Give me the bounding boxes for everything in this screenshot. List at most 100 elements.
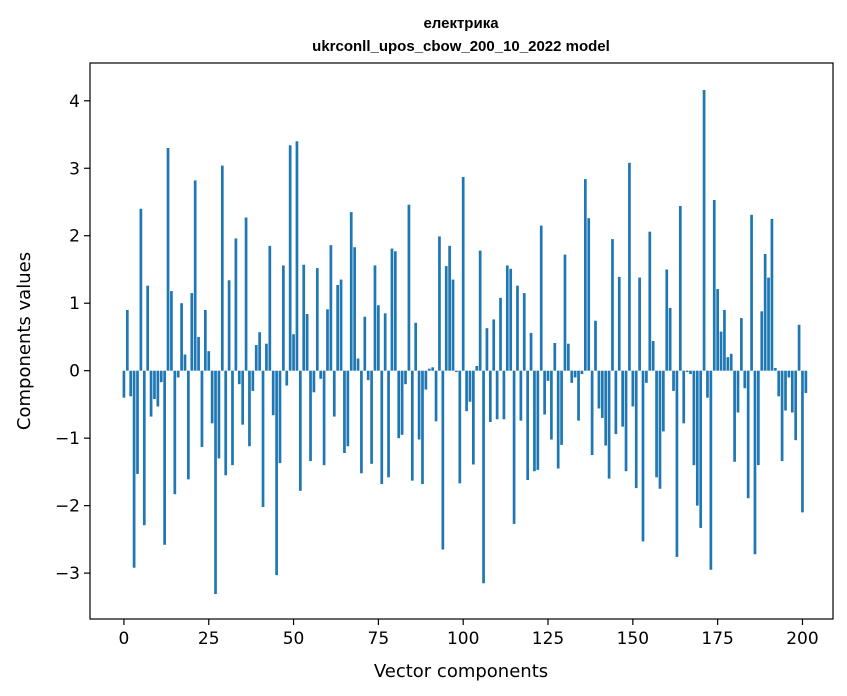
bar-38: [251, 370, 255, 391]
bar-178: [726, 357, 730, 371]
bar-45: [275, 370, 278, 576]
bar-104: [475, 365, 479, 371]
bar-106: [482, 370, 485, 584]
bar-53: [302, 264, 306, 371]
bar-85: [410, 370, 414, 481]
bar-94: [441, 370, 445, 550]
bar-158: [658, 370, 662, 489]
bar-11: [159, 370, 163, 383]
bar-33: [234, 238, 238, 371]
bar-70: [360, 370, 363, 474]
bar-125: [546, 370, 550, 381]
bar-107: [485, 328, 489, 371]
bar-171: [702, 89, 706, 371]
bar-119: [526, 370, 530, 480]
bar-62: [332, 370, 336, 417]
bar-56: [312, 370, 316, 393]
bar-71: [363, 316, 367, 371]
bar-196: [787, 370, 791, 378]
bar-57: [315, 268, 319, 371]
bar-145: [614, 370, 618, 435]
bar-118: [522, 293, 526, 371]
bar-64: [339, 279, 343, 371]
bar-155: [648, 231, 652, 371]
bar-30: [224, 370, 228, 476]
bar-69: [356, 358, 360, 371]
y-tick-label: 0: [69, 362, 80, 382]
bar-32: [231, 370, 234, 466]
x-axis-label: Vector components: [374, 661, 548, 682]
bar-89: [424, 370, 428, 390]
bar-144: [611, 239, 614, 371]
bar-111: [499, 297, 502, 371]
bar-91: [431, 367, 435, 371]
bar-113: [505, 265, 509, 371]
y-tick-label: −1: [55, 429, 80, 449]
bar-191: [770, 218, 774, 371]
bar-76: [380, 370, 384, 485]
bar-80: [393, 251, 397, 371]
y-axis-ticks: −3 −2 −1 0 1 2 3 4: [55, 92, 90, 584]
bar-105: [478, 250, 482, 371]
bar-157: [655, 370, 658, 478]
x-tick-label: 125: [532, 629, 564, 649]
bar-165: [682, 370, 686, 424]
bar-102: [468, 370, 472, 402]
bar-138: [590, 370, 594, 456]
bar-54: [305, 314, 309, 371]
bar-15: [173, 370, 177, 495]
bar-185: [750, 214, 753, 371]
bar-14: [170, 291, 173, 371]
bar-97: [451, 279, 455, 371]
bar-16: [176, 370, 180, 378]
bar-8: [149, 370, 153, 417]
bar-19: [187, 370, 190, 480]
bar-164: [678, 206, 682, 371]
bar-188: [760, 311, 764, 371]
y-axis-label: Components values: [14, 252, 35, 430]
bar-141: [600, 370, 604, 418]
bar-198: [794, 370, 798, 441]
bar-21: [193, 180, 197, 371]
bar-134: [577, 370, 580, 421]
bar-133: [573, 370, 577, 378]
bar-44: [271, 370, 275, 416]
bar-58: [319, 370, 323, 379]
bar-124: [543, 370, 546, 415]
bar-161: [668, 307, 672, 371]
bar-47: [282, 265, 285, 371]
bar-0: [122, 370, 126, 398]
bar-194: [780, 370, 784, 462]
bar-174: [712, 199, 716, 371]
bar-128: [556, 370, 560, 469]
bar-116: [516, 285, 519, 371]
bar-28: [217, 370, 221, 459]
bar-10: [156, 370, 160, 407]
bar-5: [139, 208, 143, 371]
bar-24: [203, 309, 207, 371]
bar-1: [125, 309, 129, 371]
bar-197: [790, 370, 794, 413]
chart-title: електрика: [423, 15, 499, 32]
bar-168: [692, 370, 696, 466]
bar-112: [502, 370, 506, 420]
x-tick-label: 175: [701, 629, 733, 649]
bar-142: [604, 370, 608, 446]
bar-131: [567, 343, 570, 371]
bar-25: [207, 351, 211, 371]
bar-152: [638, 277, 641, 371]
bar-42: [265, 343, 268, 371]
bar-126: [550, 370, 553, 440]
bar-9: [153, 370, 156, 400]
bar-195: [784, 370, 787, 411]
bar-43: [268, 245, 272, 371]
x-tick-label: 0: [119, 629, 130, 649]
bar-115: [512, 370, 516, 524]
bar-13: [166, 148, 170, 371]
bar-96: [448, 245, 451, 371]
bar-160: [665, 269, 669, 371]
bar-3: [132, 370, 136, 568]
x-tick-label: 200: [786, 629, 818, 649]
bar-130: [563, 254, 567, 371]
bar-177: [723, 309, 726, 371]
